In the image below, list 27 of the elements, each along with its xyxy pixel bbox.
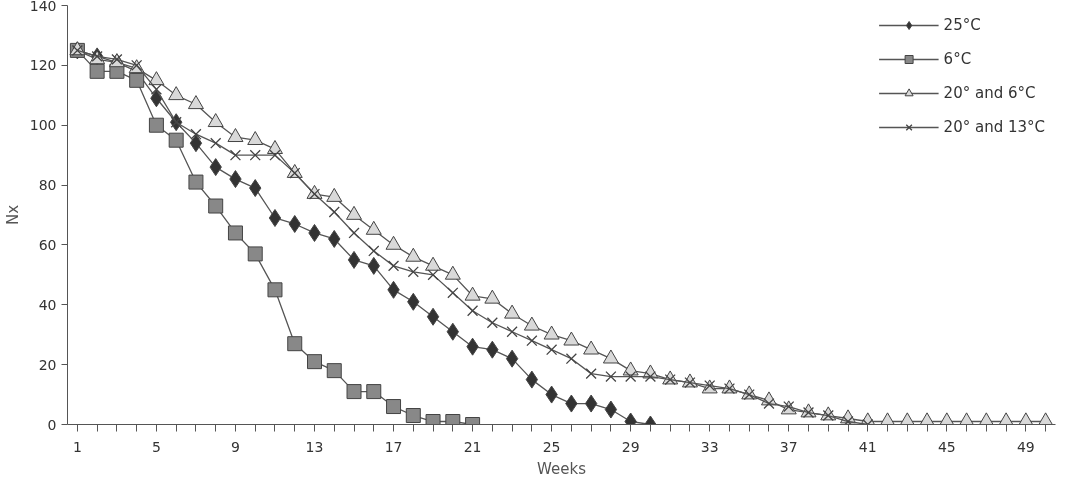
y-tick-label: 60	[38, 236, 57, 253]
y-tick-label: 20	[38, 356, 57, 373]
x-tick-label: 5	[151, 438, 161, 455]
x-tick-label: 17	[384, 438, 403, 455]
y-axis-title: Nx	[3, 204, 22, 226]
x-tick-label: 33	[700, 438, 719, 455]
x-tick-label: 21	[463, 438, 482, 455]
x-axis-title: Weeks	[537, 459, 587, 478]
y-tick-label: 40	[38, 296, 57, 313]
legend-label: 20° and 6°C	[943, 84, 1036, 102]
y-tick-label: 80	[38, 177, 57, 194]
x-tick-label: 49	[1016, 438, 1035, 455]
legend-label: 20° and 13°C	[943, 118, 1045, 136]
legend-label: 6°C	[943, 50, 972, 68]
y-tick-label: 0	[47, 416, 57, 433]
x-tick-label: 37	[779, 438, 798, 455]
x-tick-label: 25	[542, 438, 561, 455]
x-tick-label: 1	[72, 438, 82, 455]
y-tick-label: 100	[29, 117, 57, 134]
y-tick-label: 120	[29, 57, 57, 74]
x-tick-label: 9	[231, 438, 240, 455]
x-tick-label: 45	[937, 438, 956, 455]
x-tick-label: 29	[621, 438, 640, 455]
y-tick-label: 140	[29, 0, 57, 14]
x-tick-label: 13	[305, 438, 324, 455]
legend-label: 25°C	[943, 16, 981, 34]
x-tick-label: 41	[858, 438, 877, 455]
